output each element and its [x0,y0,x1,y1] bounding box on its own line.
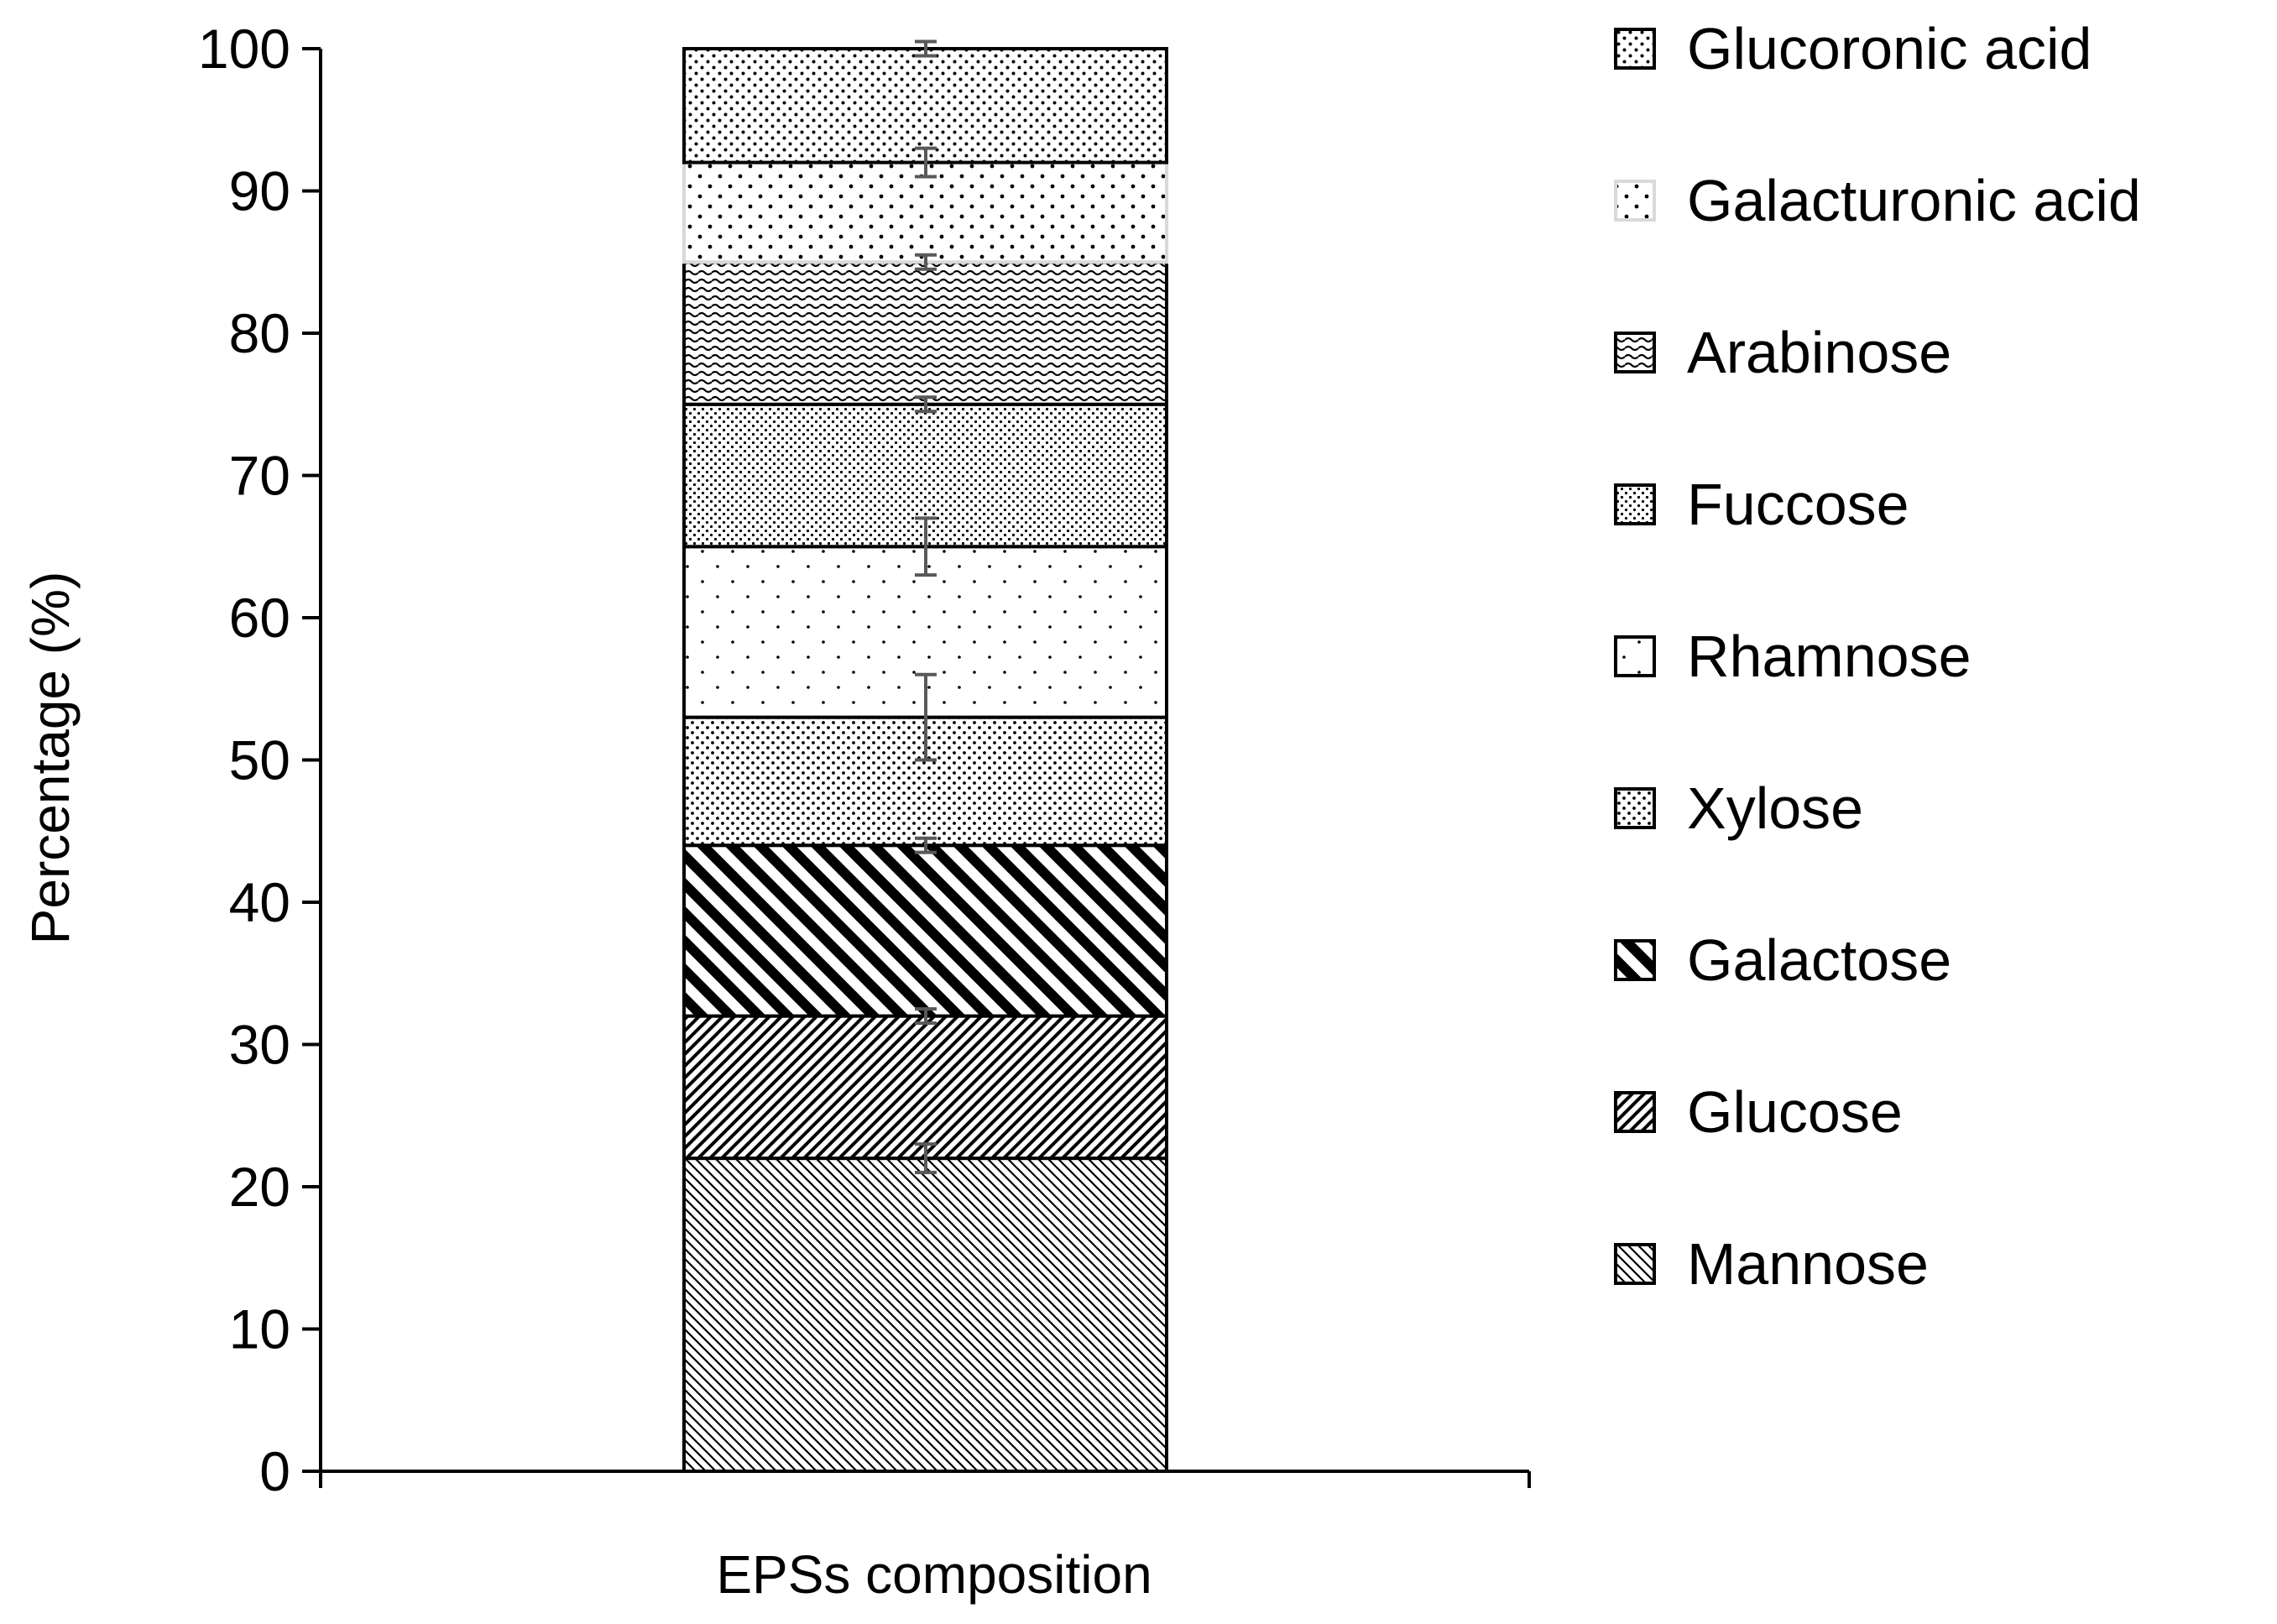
legend-swatch-galacturonic-acid [1614,180,1656,222]
x-axis-title: EPSs composition [716,1544,1152,1605]
y-tick-label: 50 [229,729,290,791]
legend-item-fuccose: Fuccose [1614,472,1909,537]
legend-swatch-fuccose [1614,483,1656,525]
legend-item-mannose: Mannose [1614,1231,1929,1297]
error-bar-galacturonic-acid [915,146,937,179]
bar-segment-arabinose [682,260,1168,406]
y-tick-label: 30 [229,1014,290,1076]
error-bar-glucose [915,1007,937,1026]
legend-item-galactose: Galactose [1614,927,1951,993]
error-bar-arabinose [915,253,937,271]
bar-segment-glucoronic-acid [682,47,1168,164]
legend-label-xylose: Xylose [1687,775,1863,841]
y-tick-label: 10 [229,1298,290,1360]
legend-label-glucoronic-acid: Glucoronic acid [1687,16,2092,81]
legend-item-galacturonic-acid: Galacturonic acid [1614,168,2141,233]
legend-label-galacturonic-acid: Galacturonic acid [1687,168,2141,233]
error-bar-mannose [915,1142,937,1175]
legend-swatch-rhamnose [1614,635,1656,677]
legend-item-rhamnose: Rhamnose [1614,624,1971,689]
legend-swatch-glucose [1614,1091,1656,1133]
legend-label-rhamnose: Rhamnose [1687,624,1971,689]
error-bar-glucoronic-acid [915,39,937,58]
bar-segment-galactose [682,843,1168,1018]
legend-label-galactose: Galactose [1687,927,1951,993]
legend-item-arabinose: Arabinose [1614,320,1951,385]
legend-item-xylose: Xylose [1614,775,1863,841]
legend-swatch-galactose [1614,939,1656,981]
legend-swatch-arabinose [1614,332,1656,373]
legend-swatch-xylose [1614,787,1656,829]
error-bar-galactose [915,836,937,854]
error-bar-fuccose [915,395,937,414]
legend-label-fuccose: Fuccose [1687,472,1909,537]
y-tick-label: 60 [229,587,290,649]
legend-item-glucoronic-acid: Glucoronic acid [1614,16,2092,81]
legend-label-arabinose: Arabinose [1687,320,1951,385]
y-tick-label: 0 [259,1440,290,1502]
bar-segment-mannose [682,1157,1168,1473]
bar-segment-galacturonic-acid [682,160,1168,264]
error-bar-rhamnose [915,516,937,577]
y-tick-label: 20 [229,1156,290,1218]
y-axis-title: Percentage (%) [20,572,81,945]
legend-swatch-glucoronic-acid [1614,28,1656,70]
y-tick-label: 40 [229,871,290,933]
y-tick-label: 70 [229,445,290,507]
legend-swatch-mannose [1614,1243,1656,1285]
y-tick-label: 100 [198,18,290,80]
legend-label-mannose: Mannose [1687,1231,1929,1297]
legend-label-glucose: Glucose [1687,1079,1903,1145]
error-bar-xylose [915,672,937,762]
bar-segment-glucose [682,1014,1168,1161]
y-tick-label: 90 [229,160,290,222]
legend-item-glucose: Glucose [1614,1079,1903,1145]
y-tick-label: 80 [229,302,290,364]
